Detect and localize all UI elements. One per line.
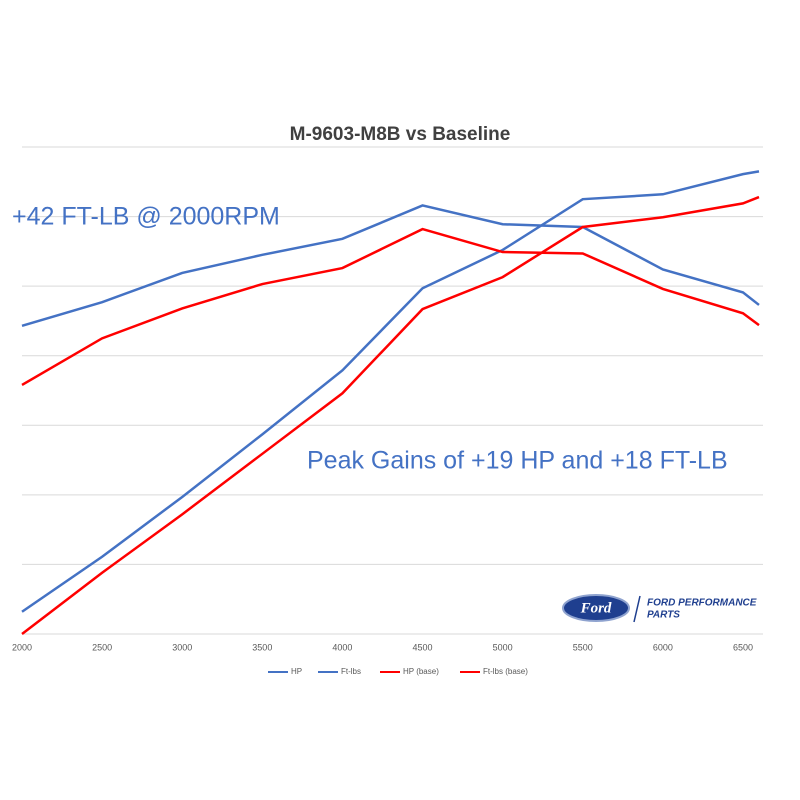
chart-title: M-9603-M8B vs Baseline: [290, 124, 511, 145]
series-line: [21, 204, 760, 327]
x-tick-label: 5500: [573, 642, 593, 652]
x-tick-label: 3500: [252, 642, 272, 652]
logo-divider: [633, 595, 641, 623]
logo-text: PARTS: [647, 610, 680, 621]
plot: [21, 170, 760, 635]
legend-label: HP (base): [403, 667, 439, 676]
logo: Ford FORD PERFORMANCE PARTS: [562, 594, 757, 623]
x-tick-label: 3000: [172, 642, 192, 652]
series-line: [21, 195, 760, 635]
legend-label: Ft-lbs: [341, 667, 361, 676]
x-tick-label: 6000: [653, 642, 673, 652]
x-tick-label: 2000: [12, 642, 32, 652]
x-tick-label: 5000: [493, 642, 513, 652]
x-tick-label: 6500: [733, 642, 753, 652]
annotation: Peak Gains of +19 HP and +18 FT-LB: [307, 447, 728, 475]
series-line: [21, 227, 760, 387]
annotation: +42 FT-LB @ 2000RPM: [12, 203, 280, 231]
series-line: [21, 170, 760, 613]
legend-label: HP: [291, 667, 302, 676]
x-tick-label: 2500: [92, 642, 112, 652]
x-tick-label: 4500: [413, 642, 433, 652]
x-tick-label: 4000: [332, 642, 352, 652]
logo-text: FORD PERFORMANCE: [647, 598, 757, 609]
logo-oval: [562, 594, 630, 622]
legend-item: Ft-lbs (base): [460, 667, 528, 676]
legend-item: HP (base): [380, 667, 439, 676]
legend-item: Ft-lbs: [318, 667, 361, 676]
logo-brand: Ford: [580, 600, 612, 616]
legend-label: Ft-lbs (base): [483, 667, 528, 676]
legend-item: HP: [268, 667, 302, 676]
